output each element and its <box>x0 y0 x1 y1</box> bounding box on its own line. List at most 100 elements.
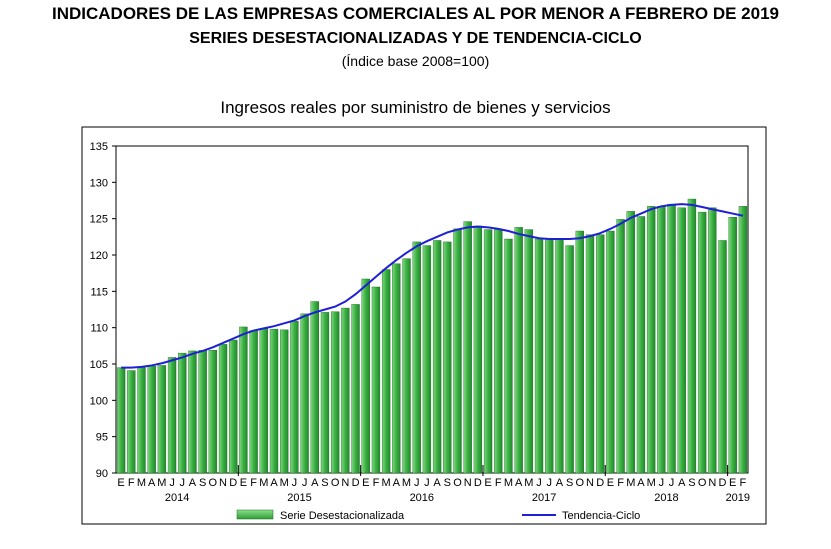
y-tick-label: 90 <box>96 468 108 480</box>
x-tick-label: N <box>219 477 227 489</box>
bar <box>738 206 748 474</box>
bar <box>239 326 248 474</box>
bar <box>361 278 370 474</box>
legend-label-line: Tendencia-Ciclo <box>562 510 640 522</box>
year-label: 2018 <box>654 492 678 504</box>
bar <box>330 311 340 474</box>
bar <box>596 234 605 474</box>
bar <box>606 230 615 474</box>
y-tick-label: 115 <box>90 286 108 298</box>
x-tick-label: D <box>719 477 727 489</box>
bar <box>432 240 442 474</box>
x-tick-label: E <box>607 477 614 489</box>
bar <box>514 227 523 474</box>
y-tick-label: 125 <box>90 214 108 226</box>
x-tick-label: M <box>524 477 533 489</box>
year-label: 2015 <box>287 492 311 504</box>
report-subtitle: SERIES DESESTACIONALIZADAS Y DE TENDENCI… <box>189 30 642 47</box>
y-tick-label: 135 <box>90 141 108 153</box>
bar <box>667 203 676 474</box>
x-tick-label: F <box>740 477 747 489</box>
x-tick-label: F <box>128 477 135 489</box>
x-tick-label: A <box>148 477 156 489</box>
bar <box>636 216 646 474</box>
bar <box>178 352 187 474</box>
x-tick-label: A <box>393 477 401 489</box>
bar <box>188 350 197 474</box>
bar <box>728 217 737 474</box>
bar <box>310 301 319 474</box>
x-tick-label: M <box>647 477 656 489</box>
x-tick-label: A <box>637 477 645 489</box>
bar <box>208 349 218 474</box>
bar <box>504 238 513 474</box>
x-tick-label: D <box>474 477 482 489</box>
bar <box>708 207 717 474</box>
bar <box>534 238 544 474</box>
x-tick-label: J <box>546 477 552 489</box>
bar <box>677 207 686 474</box>
x-tick-label: J <box>180 477 186 489</box>
x-tick-label: F <box>617 477 624 489</box>
x-tick-label: F <box>373 477 380 489</box>
bar <box>137 366 146 474</box>
x-tick-label: J <box>169 477 175 489</box>
x-tick-label: F <box>495 477 502 489</box>
x-tick-label: D <box>352 477 360 489</box>
bar <box>412 241 421 474</box>
bar <box>269 328 279 474</box>
y-tick-label: 130 <box>90 177 108 189</box>
x-tick-label: M <box>382 477 391 489</box>
x-tick-label: E <box>240 477 247 489</box>
bar <box>392 263 401 474</box>
x-tick-label: S <box>199 477 206 489</box>
x-tick-label: A <box>678 477 686 489</box>
x-tick-label: J <box>669 477 675 489</box>
bar <box>646 206 656 474</box>
x-tick-label: S <box>321 477 328 489</box>
legend-label-bars: Serie Desestacionalizada <box>280 510 405 522</box>
x-tick-label: D <box>229 477 237 489</box>
bar <box>555 238 564 474</box>
x-tick-label: E <box>362 477 369 489</box>
bar <box>198 349 207 474</box>
x-tick-label: M <box>626 477 635 489</box>
report-title: INDICADORES DE LAS EMPRESAS COMERCIALES … <box>51 4 779 23</box>
bar <box>697 211 707 474</box>
x-tick-label: E <box>729 477 736 489</box>
chart-outer-frame <box>81 126 767 525</box>
bar <box>483 229 493 474</box>
x-tick-label: S <box>688 477 695 489</box>
x-tick-label: J <box>536 477 542 489</box>
bar <box>371 286 381 474</box>
x-tick-label: J <box>424 477 430 489</box>
bar <box>116 367 126 474</box>
bar <box>300 313 309 474</box>
bar <box>718 240 727 474</box>
x-tick-label: A <box>556 477 564 489</box>
x-tick-label: J <box>414 477 420 489</box>
x-tick-label: A <box>433 477 441 489</box>
year-label: 2019 <box>726 492 750 504</box>
x-tick-label: M <box>137 477 146 489</box>
bar <box>218 344 228 474</box>
x-tick-label: N <box>341 477 349 489</box>
x-tick-label: S <box>444 477 451 489</box>
x-tick-label: O <box>698 477 707 489</box>
bar <box>127 370 136 474</box>
bar <box>443 241 452 474</box>
bar <box>280 329 289 474</box>
bar <box>320 312 330 474</box>
x-tick-label: A <box>270 477 278 489</box>
bar <box>259 328 268 474</box>
x-tick-label: J <box>659 477 665 489</box>
trend-line <box>121 203 744 369</box>
x-tick-label: N <box>708 477 716 489</box>
bar <box>381 269 391 474</box>
x-tick-label: M <box>259 477 268 489</box>
x-tick-label: E <box>117 477 124 489</box>
chart-title: Ingresos reales por suministro de bienes… <box>220 98 611 117</box>
bar <box>524 229 534 474</box>
x-tick-label: O <box>331 477 340 489</box>
